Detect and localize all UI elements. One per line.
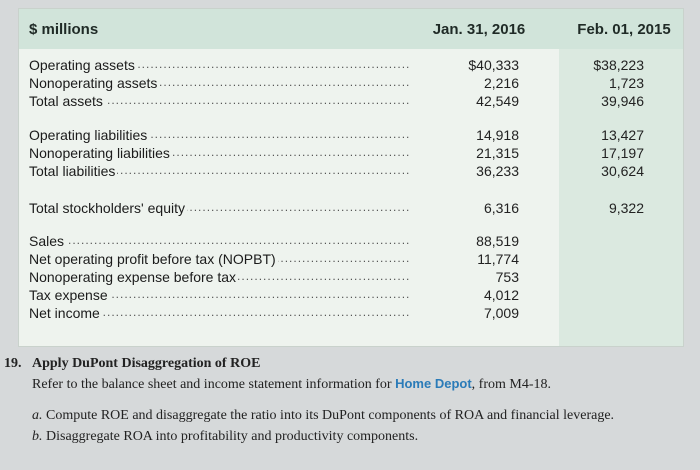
part-b-text: Disaggregate ROA into profitability and … <box>46 429 419 444</box>
exercise-title: Apply DuPont Disaggregation of ROE <box>32 356 261 371</box>
column-2015-shading <box>559 49 683 346</box>
value-2016: 2,216 <box>483 75 519 91</box>
row-label: Total liabilities <box>29 163 118 179</box>
value-2016: $40,333 <box>468 57 519 73</box>
column-header-2016: Jan. 31, 2016 <box>432 21 526 38</box>
value-2016: 14,918 <box>476 127 519 143</box>
value-2016: 21,315 <box>476 145 519 161</box>
exercise-number: 19. <box>4 356 22 371</box>
row-label: Net income <box>29 305 102 321</box>
table-row: ........................................… <box>29 93 644 109</box>
exercise-intro: Refer to the balance sheet and income st… <box>32 376 551 393</box>
table-row: ........................................… <box>29 127 644 143</box>
table-row: ........................................… <box>29 200 644 216</box>
value-2016: 36,233 <box>476 163 519 179</box>
part-a: a. Compute ROE and disaggregate the rati… <box>32 408 614 424</box>
part-a-letter: a. <box>32 408 43 423</box>
value-2016: 6,316 <box>483 200 519 216</box>
intro-text-after: , from M4-18. <box>471 377 551 392</box>
value-2015: $38,223 <box>593 57 644 73</box>
table-row: ........................................… <box>29 145 644 161</box>
row-label: Sales <box>29 233 67 249</box>
part-b: b. Disaggregate ROA into profitability a… <box>32 429 418 445</box>
value-2015: 1,723 <box>608 75 644 91</box>
value-2015: 17,197 <box>601 145 644 161</box>
row-label: Net operating profit before tax (NOPBT) <box>29 251 278 267</box>
table-row: ........................................… <box>19 269 683 287</box>
value-2015: 9,322 <box>608 200 644 216</box>
row-label: Total stockholders' equity <box>29 200 187 216</box>
table-header: $ millions Jan. 31, 2016 Feb. 01, 2015 <box>19 9 683 49</box>
value-2016: 42,549 <box>476 93 519 109</box>
row-label: Operating assets <box>29 57 137 73</box>
value-2016: 88,519 <box>476 233 519 249</box>
value-2016: 4,012 <box>483 287 519 303</box>
row-label: Total assets <box>29 93 105 109</box>
value-2015: 30,624 <box>601 163 644 179</box>
row-label: Tax expense <box>29 287 110 303</box>
table-row: ........................................… <box>19 251 683 269</box>
table-row: ........................................… <box>29 305 519 321</box>
column-header-2015: Feb. 01, 2015 <box>577 21 671 38</box>
table-row: ........................................… <box>29 163 644 179</box>
intro-text-before: Refer to the balance sheet and income st… <box>32 377 396 392</box>
value-2016: 11,774 <box>477 251 519 267</box>
value-2015: 39,946 <box>601 93 644 109</box>
value-2016: 753 <box>495 269 519 285</box>
value-2016: 7,009 <box>483 305 519 321</box>
table-row: ........................................… <box>29 287 519 303</box>
row-label: Nonoperating expense before tax <box>29 269 239 285</box>
row-label: Operating liabilities <box>29 127 150 143</box>
table-row: ........................................… <box>29 57 644 73</box>
part-a-text: Compute ROE and disaggregate the ratio i… <box>46 408 615 423</box>
row-label: Nonoperating assets <box>29 75 160 91</box>
financial-table: $ millions Jan. 31, 2016 Feb. 01, 2015 .… <box>18 8 684 347</box>
value-2015: 13,427 <box>601 127 644 143</box>
table-row: ........................................… <box>29 233 519 249</box>
company-link[interactable]: Home Depot <box>395 376 472 391</box>
part-b-letter: b. <box>32 429 43 444</box>
row-label: Nonoperating liabilities <box>29 145 172 161</box>
table-row: ........................................… <box>29 75 644 91</box>
unit-label: $ millions <box>29 21 99 38</box>
